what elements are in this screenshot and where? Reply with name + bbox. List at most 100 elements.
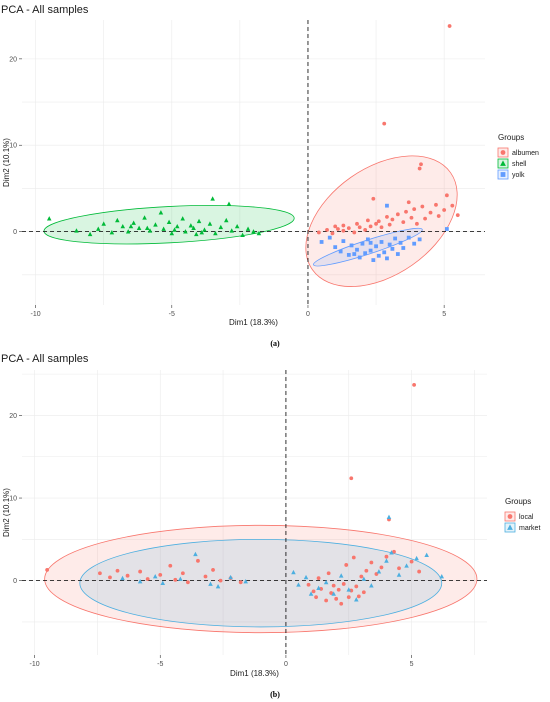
data-point-local <box>45 568 50 572</box>
figure-caption: (b) <box>270 690 280 699</box>
data-point-yolk <box>376 253 381 258</box>
legend-label-albumen: albumen <box>512 150 539 157</box>
data-point-yolk <box>444 227 449 231</box>
data-point-local <box>326 571 331 576</box>
data-point-market <box>303 574 309 580</box>
legend-marker-shell <box>500 160 506 166</box>
data-point-yolk <box>333 245 338 250</box>
data-point-market <box>160 580 166 586</box>
data-point-albumen <box>415 221 419 226</box>
data-point-local <box>349 476 354 481</box>
data-point-shell <box>245 226 251 231</box>
data-point-yolk <box>417 237 422 242</box>
data-point-local <box>324 598 329 603</box>
data-point-albumen <box>419 162 423 167</box>
data-point-market <box>369 583 374 588</box>
data-point-yolk <box>327 235 332 240</box>
data-point-shell <box>196 218 202 224</box>
data-point-yolk <box>398 240 403 245</box>
legend-title: Groups <box>498 133 524 142</box>
data-point-albumen <box>357 225 362 230</box>
confidence-ellipse-albumen <box>305 155 458 287</box>
data-point-market <box>354 597 359 602</box>
y-tick-label: 10 <box>9 143 17 150</box>
data-point-yolk <box>406 235 411 240</box>
data-point-local <box>364 568 369 573</box>
data-point-local <box>180 571 185 576</box>
data-point-shell <box>166 219 172 224</box>
chart-title: PCA - All samples <box>1 4 89 16</box>
data-point-albumen <box>333 224 338 229</box>
legend: Groups albumen shell yolk <box>497 133 539 180</box>
data-point-market <box>193 551 198 557</box>
chart-title: PCA - All samples <box>1 353 89 365</box>
data-point-yolk <box>365 237 370 242</box>
data-point-local <box>354 584 359 589</box>
data-point-shell <box>191 225 196 231</box>
legend-marker-local <box>507 514 513 519</box>
data-point-yolk <box>374 244 378 249</box>
data-point-albumen <box>450 203 455 208</box>
data-point-albumen <box>406 200 411 205</box>
confidence-ellipse-market <box>79 538 443 628</box>
data-point-yolk <box>385 256 389 261</box>
legend-label-shell: shell <box>512 161 527 168</box>
data-point-local <box>311 589 316 594</box>
data-point-shell <box>169 230 175 236</box>
data-point-yolk <box>352 252 357 256</box>
x-axis-label: Dim1 (18.3%) <box>229 318 278 327</box>
data-point-market <box>424 552 429 557</box>
x-axis-label: Dim1 (18.3%) <box>230 669 279 678</box>
y-tick-label: 0 <box>13 578 17 585</box>
data-point-shell <box>199 229 205 235</box>
data-point-albumen <box>341 223 346 228</box>
data-point-shell <box>256 230 262 236</box>
data-point-market <box>291 569 296 575</box>
data-point-market <box>178 576 183 581</box>
data-point-market <box>215 583 221 589</box>
data-point-yolk <box>371 258 376 262</box>
data-point-local <box>145 577 150 581</box>
data-point-albumen <box>444 193 449 198</box>
data-point-shell <box>202 227 207 232</box>
data-point-local <box>334 596 339 601</box>
data-point-shell <box>207 221 213 226</box>
data-point-albumen <box>363 227 368 232</box>
figure-caption: (a) <box>270 339 280 348</box>
data-point-market <box>331 591 336 596</box>
data-point-local <box>369 560 374 565</box>
data-point-yolk <box>393 236 398 241</box>
data-point-yolk <box>412 241 417 246</box>
data-point-albumen <box>417 166 422 171</box>
data-point-local <box>173 577 178 582</box>
data-point-local <box>409 559 414 564</box>
legend-marker-yolk <box>500 172 506 177</box>
data-point-albumen <box>428 210 433 215</box>
data-point-shell <box>158 210 164 215</box>
data-point-market <box>316 585 321 590</box>
data-point-local <box>351 555 356 560</box>
data-point-shell <box>172 227 177 232</box>
data-point-local <box>306 582 311 587</box>
legend-label-yolk: yolk <box>512 172 525 179</box>
data-point-market <box>376 569 382 574</box>
data-point-market <box>396 572 402 577</box>
data-point-albumen <box>376 219 381 224</box>
data-point-local <box>412 382 417 387</box>
data-point-albumen <box>374 221 378 226</box>
data-point-albumen <box>442 208 447 212</box>
data-point-albumen <box>371 196 376 201</box>
data-point-shell <box>136 225 142 231</box>
data-point-yolk <box>368 240 373 245</box>
data-point-local <box>218 578 223 583</box>
data-point-yolk <box>390 246 395 251</box>
data-point-local <box>238 580 243 585</box>
data-point-shell <box>226 201 232 206</box>
data-point-local <box>356 594 361 599</box>
data-point-local <box>417 569 422 574</box>
data-point-market <box>386 514 392 519</box>
data-point-market <box>439 574 445 579</box>
x-tick-label: 0 <box>306 311 310 318</box>
data-point-shell <box>210 196 215 201</box>
data-point-albumen <box>447 24 452 28</box>
